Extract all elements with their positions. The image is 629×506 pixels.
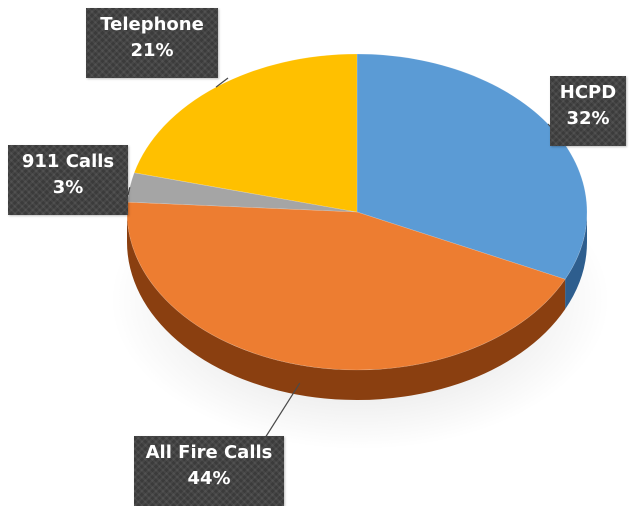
pie-sides: [127, 212, 587, 400]
data-label-all-fire-calls-name: All Fire Calls: [145, 442, 273, 463]
data-label-911-calls-value: 3%: [52, 177, 84, 198]
pie-slice-911-calls: [127, 172, 358, 213]
data-label-hcpd: HCPD 32%: [550, 76, 626, 146]
data-label-telephone-value: 21%: [130, 40, 174, 61]
leader-line-911-calls: [127, 187, 131, 196]
data-label-hcpd-value: 32%: [566, 108, 610, 129]
leader-line-hcpd: [547, 123, 552, 128]
data-label-911-calls: 911 Calls 3%: [8, 145, 128, 215]
leader-line-telephone: [215, 77, 229, 88]
pie-slice-all-fire-calls: [126, 201, 566, 371]
data-label-telephone-name: Telephone: [100, 14, 204, 35]
data-label-telephone: Telephone 21%: [86, 8, 218, 78]
pie-side-hcpd: [565, 212, 587, 310]
leader-lines: [127, 77, 552, 439]
data-label-all-fire-calls: All Fire Calls 44%: [134, 436, 284, 506]
data-label-all-fire-calls-value: 44%: [187, 468, 231, 489]
leader-line-all-fire-calls: [264, 382, 301, 439]
pie-side-all-fire-calls: [127, 212, 566, 400]
pie-tops: [126, 53, 588, 371]
data-label-911-calls-name: 911 Calls: [21, 151, 115, 172]
data-label-hcpd-name: HCPD: [559, 82, 617, 103]
